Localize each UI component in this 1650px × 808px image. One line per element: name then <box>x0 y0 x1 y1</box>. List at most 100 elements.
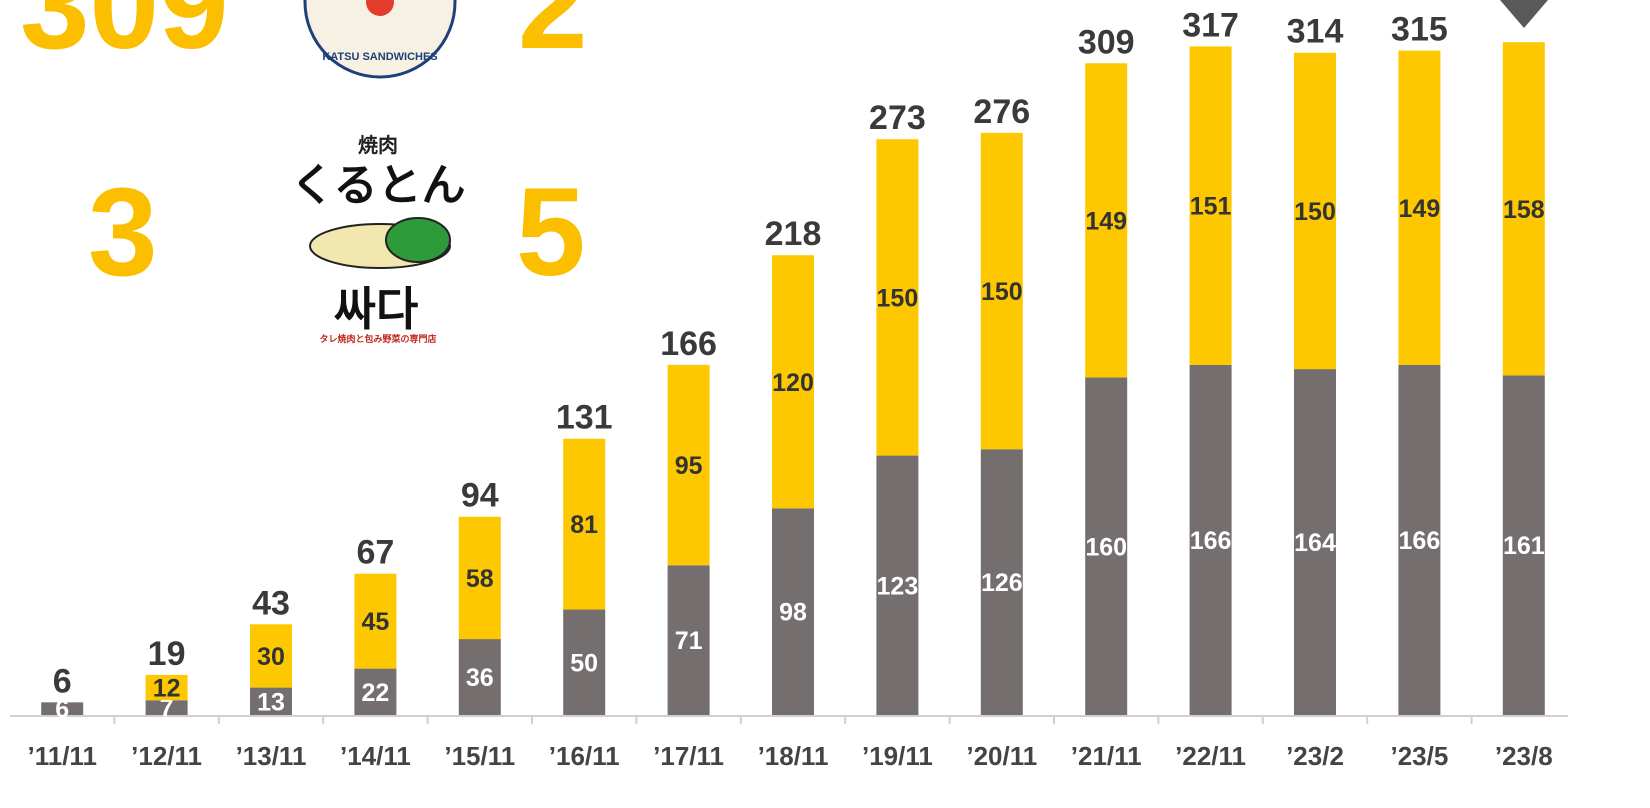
segment-label: 45 <box>361 608 389 636</box>
bar-segment <box>145 700 188 715</box>
total-label: 314 <box>1287 13 1344 51</box>
x-tick-label: ’11/11 <box>27 741 96 771</box>
bar-segment <box>250 624 292 688</box>
x-tick-label: ’13/11 <box>236 741 307 771</box>
bar-segment <box>145 674 188 701</box>
logo-caption: タレ焼肉と包み野菜の専門店 <box>319 333 436 344</box>
big-number: 5 <box>516 163 586 302</box>
bar-segment <box>1502 375 1545 715</box>
bar-segment <box>667 565 710 715</box>
bar-segment <box>772 255 814 509</box>
segment-label: 149 <box>1085 207 1127 235</box>
total-label: 94 <box>461 477 499 515</box>
segment-label: 160 <box>1085 533 1127 561</box>
x-tick-label: ’19/11 <box>862 741 933 771</box>
x-tick-label: ’17/11 <box>653 741 724 771</box>
x-tick-label: ’23/8 <box>1495 741 1553 771</box>
total-label: 43 <box>252 584 290 622</box>
total-label: 6 <box>53 662 72 700</box>
segment-label: 7 <box>160 695 174 723</box>
bar-segment <box>1189 46 1232 365</box>
segment-label: 166 <box>1190 527 1232 555</box>
big-number: 3 <box>88 163 158 302</box>
segment-label: 12 <box>153 675 181 703</box>
logo-main: くるとん <box>290 161 465 210</box>
bar-segment <box>876 455 919 715</box>
segment-label: 71 <box>675 627 703 655</box>
bar-segment <box>1502 42 1545 376</box>
segment-label: 120 <box>772 369 814 397</box>
segment-label: 36 <box>466 664 494 692</box>
segment-label: 6 <box>55 696 69 724</box>
segment-label: 22 <box>361 679 389 707</box>
bar-segment <box>980 132 1023 450</box>
total-label: 67 <box>356 534 394 572</box>
segment-label: 166 <box>1399 527 1441 555</box>
total-label: 218 <box>765 215 822 253</box>
segment-label: 30 <box>257 643 285 671</box>
bar-segment <box>250 687 292 715</box>
bar-segment <box>354 573 397 669</box>
bar-segment <box>772 508 814 715</box>
big-number: 2 <box>518 0 588 75</box>
segment-label: 150 <box>981 278 1023 306</box>
bar-segment <box>1398 364 1441 715</box>
bar-segment <box>667 364 710 566</box>
bar-segment <box>980 449 1023 715</box>
logo-korean: 싸다 <box>334 283 419 335</box>
total-label: 19 <box>148 635 186 673</box>
bar-segment <box>1294 369 1336 715</box>
segment-label: 81 <box>570 511 598 539</box>
segment-label: 150 <box>877 284 919 312</box>
total-label: 166 <box>660 325 717 363</box>
bar-segment <box>563 438 606 610</box>
bar-segment <box>1085 63 1128 378</box>
x-tick-label: ’21/11 <box>1071 741 1142 771</box>
bar-segment <box>876 139 919 456</box>
segment-label: 161 <box>1503 532 1545 560</box>
x-tick-label: ’23/2 <box>1286 741 1344 771</box>
x-tick-label: ’15/11 <box>444 741 515 771</box>
total-label: 273 <box>869 99 926 137</box>
logo-sun <box>366 0 394 16</box>
bar-segment <box>1294 52 1336 370</box>
segment-label: 50 <box>570 649 598 677</box>
logo-small: 焼肉 <box>358 133 398 157</box>
x-tick-label: ’14/11 <box>340 741 411 771</box>
segment-label: 95 <box>675 452 703 480</box>
logo-kuruton: 焼肉 くるとん 싸다 タレ焼肉と包み野菜の専門店 <box>290 133 465 344</box>
segment-label: 126 <box>981 569 1023 597</box>
logo-leaf <box>385 217 451 263</box>
segment-label: 151 <box>1190 193 1232 221</box>
big-number: 309 <box>20 0 229 75</box>
segment-label: 149 <box>1399 195 1441 223</box>
logo-text: KATSU SANDWICHES <box>322 51 437 63</box>
x-tick-label: ’23/5 <box>1390 741 1448 771</box>
x-tick-label: ’12/11 <box>131 741 202 771</box>
segment-label: 150 <box>1294 198 1336 226</box>
total-label: 131 <box>556 399 613 437</box>
total-label: 315 <box>1391 11 1448 49</box>
bar-segment <box>1189 364 1232 715</box>
segment-label: 98 <box>779 599 807 627</box>
bar-segment <box>354 668 397 715</box>
bar-segment <box>1085 377 1128 715</box>
bar-segment <box>1398 50 1441 365</box>
bar-segment <box>458 516 501 640</box>
marker-triangle <box>1500 0 1548 28</box>
x-tick-label: ’20/11 <box>966 741 1037 771</box>
segment-label: 164 <box>1294 529 1336 557</box>
bar-segment <box>458 639 501 715</box>
logo-ring <box>303 0 457 79</box>
total-label: 317 <box>1182 6 1239 44</box>
segment-label: 158 <box>1503 196 1545 224</box>
x-tick-label: ’18/11 <box>758 741 829 771</box>
segment-label: 13 <box>257 688 285 716</box>
segment-label: 58 <box>466 565 494 593</box>
bar-segment <box>41 702 84 715</box>
segment-label: 123 <box>877 572 919 600</box>
x-tick-label: ’16/11 <box>549 741 620 771</box>
x-tick-label: ’22/11 <box>1175 741 1246 771</box>
logo-katsu: KATSU SANDWICHES <box>303 0 457 79</box>
